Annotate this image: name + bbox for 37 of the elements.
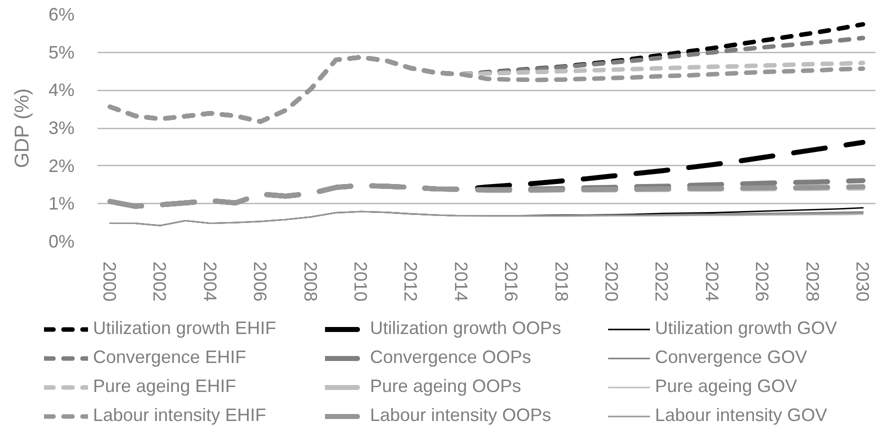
- x-tick-label: 2024: [702, 262, 722, 302]
- y-tick-label: 1%: [48, 194, 74, 214]
- legend-label: Utilization growth OOPs: [370, 318, 562, 339]
- x-tick-label: 2030: [852, 262, 872, 302]
- line-series: [108, 55, 866, 124]
- legend-label: Labour intensity GOV: [655, 405, 828, 426]
- x-tick-label: 2020: [601, 262, 622, 302]
- legend-label: Convergence EHIF: [93, 347, 246, 368]
- x-tick-label: 2008: [300, 262, 320, 302]
- x-tick-label: 2016: [501, 262, 522, 302]
- x-tick-label: 2002: [150, 262, 170, 302]
- x-tick-label: 2022: [652, 262, 672, 302]
- legend-label: Pure ageing EHIF: [93, 376, 236, 397]
- y-tick-label: 3%: [48, 118, 74, 138]
- x-tick-label: 2004: [200, 262, 220, 302]
- y-tick-label: 0%: [48, 232, 74, 252]
- legend-label: Utilization growth EHIF: [93, 318, 276, 339]
- legend-label: Utilization growth GOV: [655, 318, 838, 339]
- x-tick-label: 2006: [250, 262, 270, 302]
- y-tick-label: 4%: [48, 80, 74, 100]
- y-tick-label: 6%: [48, 4, 74, 24]
- x-tick-label: 2000: [100, 262, 120, 302]
- y-tick-label: 5%: [48, 42, 74, 62]
- y-tick-label: 2%: [48, 156, 74, 176]
- legend-label: Labour intensity EHIF: [93, 405, 266, 426]
- legend-label: Labour intensity OOPs: [370, 405, 552, 426]
- legend-label: Pure ageing OOPs: [370, 376, 522, 397]
- legend-label: Convergence GOV: [655, 347, 808, 368]
- x-tick-label: 2026: [752, 262, 772, 302]
- x-tick-label: 2012: [400, 262, 421, 302]
- x-tick-label: 2014: [450, 262, 471, 302]
- legend-label: Convergence OOPs: [370, 347, 532, 368]
- x-tick-label: 2018: [551, 262, 572, 302]
- x-tick-label: 2010: [350, 262, 371, 302]
- y-axis-title: GDP (%): [11, 88, 34, 168]
- legend-label: Pure ageing GOV: [655, 376, 798, 397]
- x-tick-label: 2028: [802, 262, 822, 302]
